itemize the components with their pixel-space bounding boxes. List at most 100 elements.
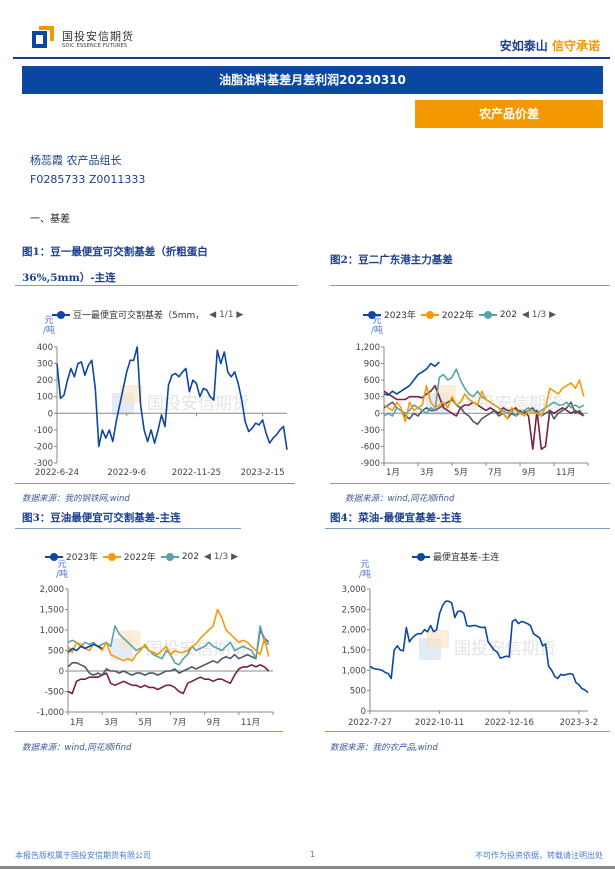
fig4-title: 图4：菜油-最便宜基差-主连: [330, 512, 462, 524]
y-tick-label: 1,500: [342, 646, 366, 656]
y-tick-label: 500: [350, 687, 366, 697]
x-tick-label: 2023-2-15: [241, 468, 285, 478]
slogan: 安如泰山 信守承诺: [500, 37, 600, 54]
legend-marker-icon: [412, 552, 430, 561]
y-tick-label: 0: [59, 667, 64, 677]
series-line-3: [67, 608, 270, 662]
x-tick-label: 2022-7-27: [348, 718, 392, 728]
x-tick-label: 11月: [556, 468, 575, 478]
fig2-bottom-rule: [330, 483, 610, 484]
author-name: 杨蕊霞 农产品组长: [30, 154, 122, 167]
fig1-title-cont: 36%,5mm）-主连: [22, 272, 116, 284]
legend-item[interactable]: 202: [160, 552, 199, 562]
y-tick-label: 2,000: [342, 626, 366, 636]
y-tick-label: 2,000: [40, 585, 64, 595]
fig3-legend: 2023年 2022年 202 ◀ 1/3 ▶: [45, 550, 238, 563]
fig1-title: 图1：豆一最便宜可交割基差（折粗蛋白: [22, 246, 208, 258]
x-tick-label: 3月: [420, 468, 434, 478]
fig4-bottom-rule: [325, 731, 610, 732]
fig2-legend: 2023年 2022年 202 ◀ 1/3 ▶: [363, 308, 556, 321]
x-tick-label: 1月: [70, 718, 84, 728]
legend-item[interactable]: 2022年: [102, 550, 156, 563]
y-tick-label: -300: [361, 426, 380, 436]
x-tick-label: 7月: [488, 468, 502, 478]
fig4-source: 数据来源：我的农产品,wind: [330, 743, 438, 753]
fig3-source: 数据来源：wind,同花顺ifind: [22, 743, 132, 753]
y-tick-label: 0: [48, 409, 53, 419]
y-tick-label: 2,500: [342, 605, 366, 615]
x-tick-label: 2022-6-24: [35, 468, 79, 478]
author-ids: F0285733 Z0011333: [30, 173, 146, 186]
footer-bar: [0, 866, 615, 869]
fig1-unit: 元/吨: [42, 316, 56, 336]
series-line-2: [67, 625, 270, 666]
fig1-chart: 国投安信期货 400 300 200 100 0 -100 -200 -3002022-6-24…: [34, 343, 288, 478]
y-tick-label: 200: [37, 376, 53, 386]
x-tick-label: 3月: [104, 718, 118, 728]
pager-text: 1/1: [219, 309, 234, 320]
fig2-rule: [330, 285, 610, 286]
y-tick-label: -600: [361, 442, 380, 452]
legend-marker-icon: [478, 310, 497, 319]
series-line-1: [383, 398, 585, 426]
series-line-3: [383, 379, 585, 423]
y-tick-label: 1,200: [356, 343, 380, 353]
fig4-chart: 国投安信期货3,0002,5002,0001,5001,00050002022-…: [342, 585, 599, 728]
fig3-rule: [15, 528, 241, 529]
legend-label: 2022年: [123, 553, 156, 563]
legend-item[interactable]: 2023年: [45, 550, 98, 563]
unit-bottom: /吨: [55, 570, 69, 580]
y-tick-label: -200: [34, 442, 53, 452]
fig3-bottom-rule: [15, 731, 283, 732]
unit-top: 元: [57, 560, 67, 570]
y-tick-label: -1,000: [37, 708, 64, 718]
fig1-rule: [15, 285, 298, 286]
series-line-4: [67, 643, 103, 654]
legend-pager[interactable]: ◀ 1/3 ▶: [522, 309, 557, 320]
y-tick-label: -900: [361, 459, 380, 469]
legend-item[interactable]: 2023年: [363, 308, 416, 321]
fig4-rule: [325, 528, 610, 529]
legend-marker-icon: [420, 310, 439, 319]
fig4-unit: 元/吨: [358, 560, 372, 580]
x-tick-label: 2022-10-11: [415, 718, 464, 728]
legend-pager[interactable]: ◀ 1/1 ▶: [209, 309, 244, 320]
logo-icon: [32, 26, 54, 48]
legend-label: 2022年: [441, 311, 474, 321]
series-line-0: [56, 346, 288, 450]
legend-marker-icon: [363, 310, 381, 319]
section-heading: 一、基差: [30, 214, 70, 225]
legend-item[interactable]: 2022年: [420, 308, 474, 321]
legend-item[interactable]: 202: [478, 310, 517, 320]
x-tick-label: 2022-12-16: [485, 718, 534, 728]
series-line-1: [67, 629, 270, 676]
legend-label: 2023年: [384, 311, 416, 321]
legend-item[interactable]: 最便宜基差-主连: [412, 550, 499, 563]
fig1-bottom-rule: [15, 483, 295, 484]
fig2-unit: 元/吨: [370, 316, 384, 336]
category-tag: 农产品价差: [415, 100, 603, 128]
unit-top: 元: [360, 560, 370, 570]
y-tick-label: -100: [34, 426, 53, 436]
legend-marker-icon: [45, 552, 63, 561]
watermark-text: 国投安信期货: [147, 394, 249, 414]
legend-item[interactable]: 豆一最便宜可交割基差（5mm，: [52, 308, 204, 321]
series-line-4: [383, 361, 440, 396]
fig3-title: 图3：豆油最便宜可交割基差-主连: [22, 512, 181, 524]
legend-label: 最便宜基差-主连: [433, 553, 500, 563]
series-line-0: [67, 664, 270, 695]
legend-marker-icon: [160, 552, 179, 561]
legend-pager[interactable]: ◀ 1/3 ▶: [204, 551, 239, 562]
y-tick-label: 3,000: [342, 585, 366, 595]
unit-bottom: /吨: [370, 326, 384, 336]
y-tick-label: 1,000: [40, 626, 64, 636]
footer-copyright: 本报告版权属于国投安信期货有限公司: [15, 851, 151, 860]
watermark-logo-icon: [427, 630, 449, 648]
y-tick-label: 600: [364, 376, 380, 386]
y-tick-label: 500: [48, 647, 64, 657]
unit-bottom: /吨: [42, 326, 56, 336]
pager-text: 1/3: [213, 551, 229, 562]
x-tick-label: 5月: [454, 468, 468, 478]
